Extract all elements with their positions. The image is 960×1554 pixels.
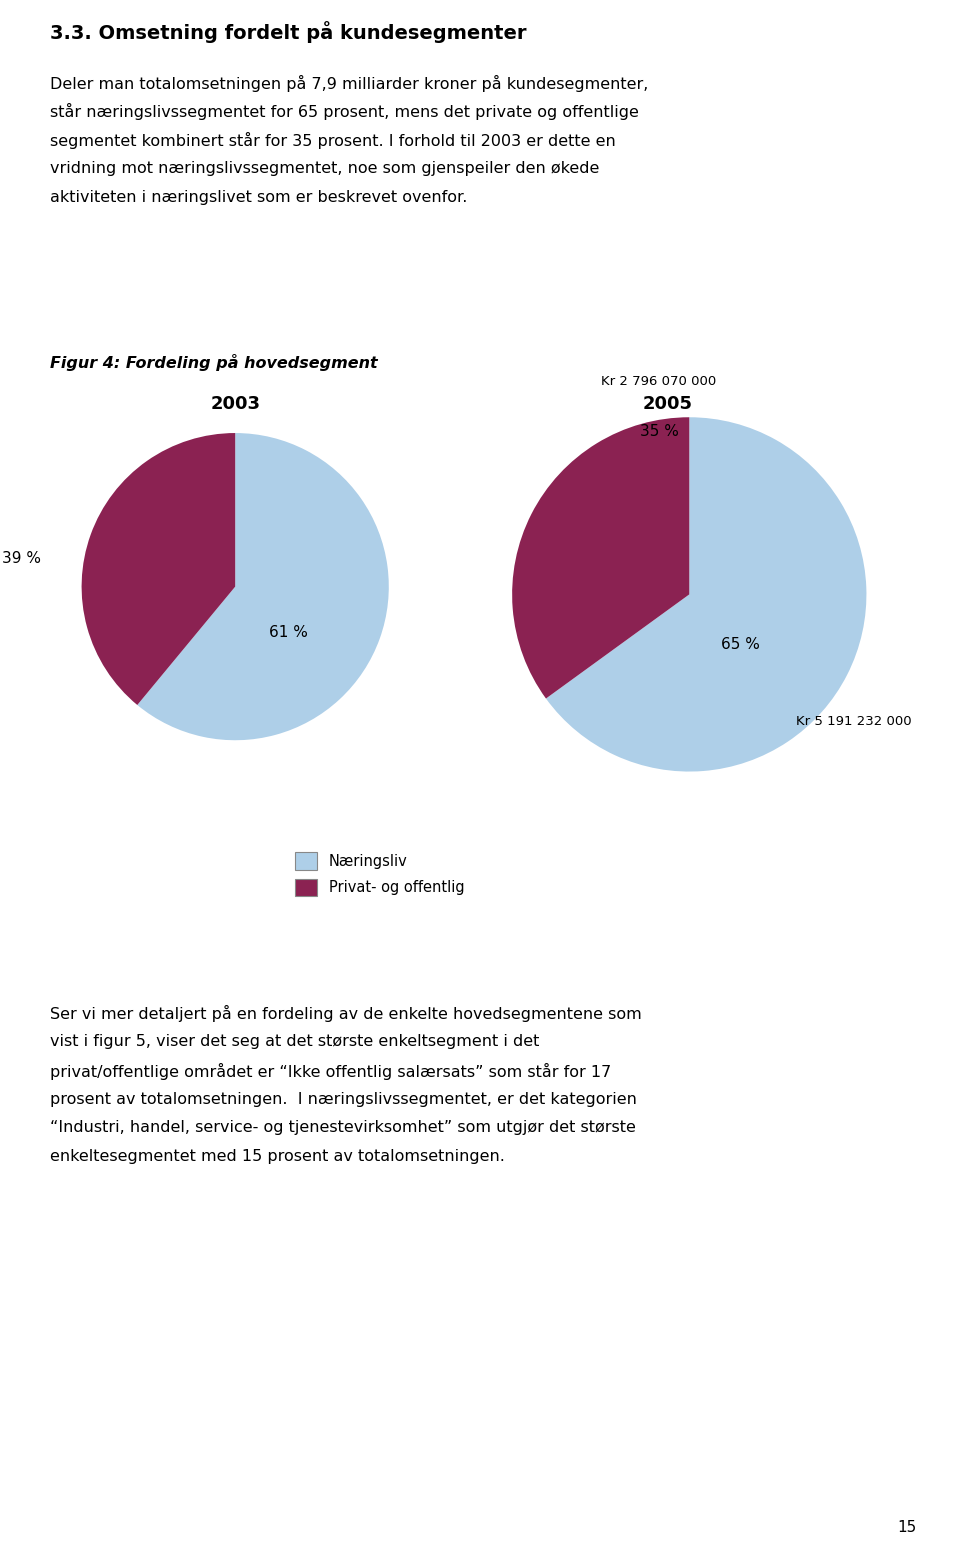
Wedge shape: [512, 418, 689, 699]
Text: “Industri, handel, service- og tjenestevirksomhet” som utgjør det største: “Industri, handel, service- og tjenestev…: [50, 1120, 636, 1136]
Wedge shape: [137, 434, 389, 740]
Text: 2005: 2005: [642, 395, 692, 413]
Text: vist i figur 5, viser det seg at det største enkeltsegment i det: vist i figur 5, viser det seg at det stø…: [50, 1035, 540, 1049]
Text: 2003: 2003: [210, 395, 260, 413]
Text: privat/offentlige området er “Ikke offentlig salærsats” som står for 17: privat/offentlige området er “Ikke offen…: [50, 1063, 612, 1080]
Text: 15: 15: [898, 1520, 917, 1535]
Text: segmentet kombinert står for 35 prosent. I forhold til 2003 er dette en: segmentet kombinert står for 35 prosent.…: [50, 132, 615, 149]
Legend: Næringsliv, Privat- og offentlig: Næringsliv, Privat- og offentlig: [296, 852, 465, 897]
Text: 3.3. Omsetning fordelt på kundesegmenter: 3.3. Omsetning fordelt på kundesegmenter: [50, 22, 526, 44]
Text: 39 %: 39 %: [2, 552, 40, 567]
Wedge shape: [82, 434, 235, 706]
Text: 65 %: 65 %: [721, 637, 760, 651]
Text: Kr 2 796 070 000: Kr 2 796 070 000: [601, 376, 716, 388]
Text: 35 %: 35 %: [639, 424, 679, 438]
Text: Figur 4: Fordeling på hovedsegment: Figur 4: Fordeling på hovedsegment: [50, 354, 377, 371]
Text: 61 %: 61 %: [269, 625, 308, 640]
Text: står næringslivssegmentet for 65 prosent, mens det private og offentlige: står næringslivssegmentet for 65 prosent…: [50, 103, 638, 120]
Text: Ser vi mer detaljert på en fordeling av de enkelte hovedsegmentene som: Ser vi mer detaljert på en fordeling av …: [50, 1005, 641, 1023]
Text: enkeltesegmentet med 15 prosent av totalomsetningen.: enkeltesegmentet med 15 prosent av total…: [50, 1150, 505, 1164]
Wedge shape: [546, 418, 867, 771]
Text: vridning mot næringslivssegmentet, noe som gjenspeiler den økede: vridning mot næringslivssegmentet, noe s…: [50, 162, 599, 176]
Text: prosent av totalomsetningen.  I næringslivssegmentet, er det kategorien: prosent av totalomsetningen. I næringsli…: [50, 1091, 636, 1106]
Text: Deler man totalomsetningen på 7,9 milliarder kroner på kundesegmenter,: Deler man totalomsetningen på 7,9 millia…: [50, 75, 648, 92]
Text: aktiviteten i næringslivet som er beskrevet ovenfor.: aktiviteten i næringslivet som er beskre…: [50, 190, 468, 205]
Text: Kr 5 191 232 000: Kr 5 191 232 000: [796, 715, 911, 729]
